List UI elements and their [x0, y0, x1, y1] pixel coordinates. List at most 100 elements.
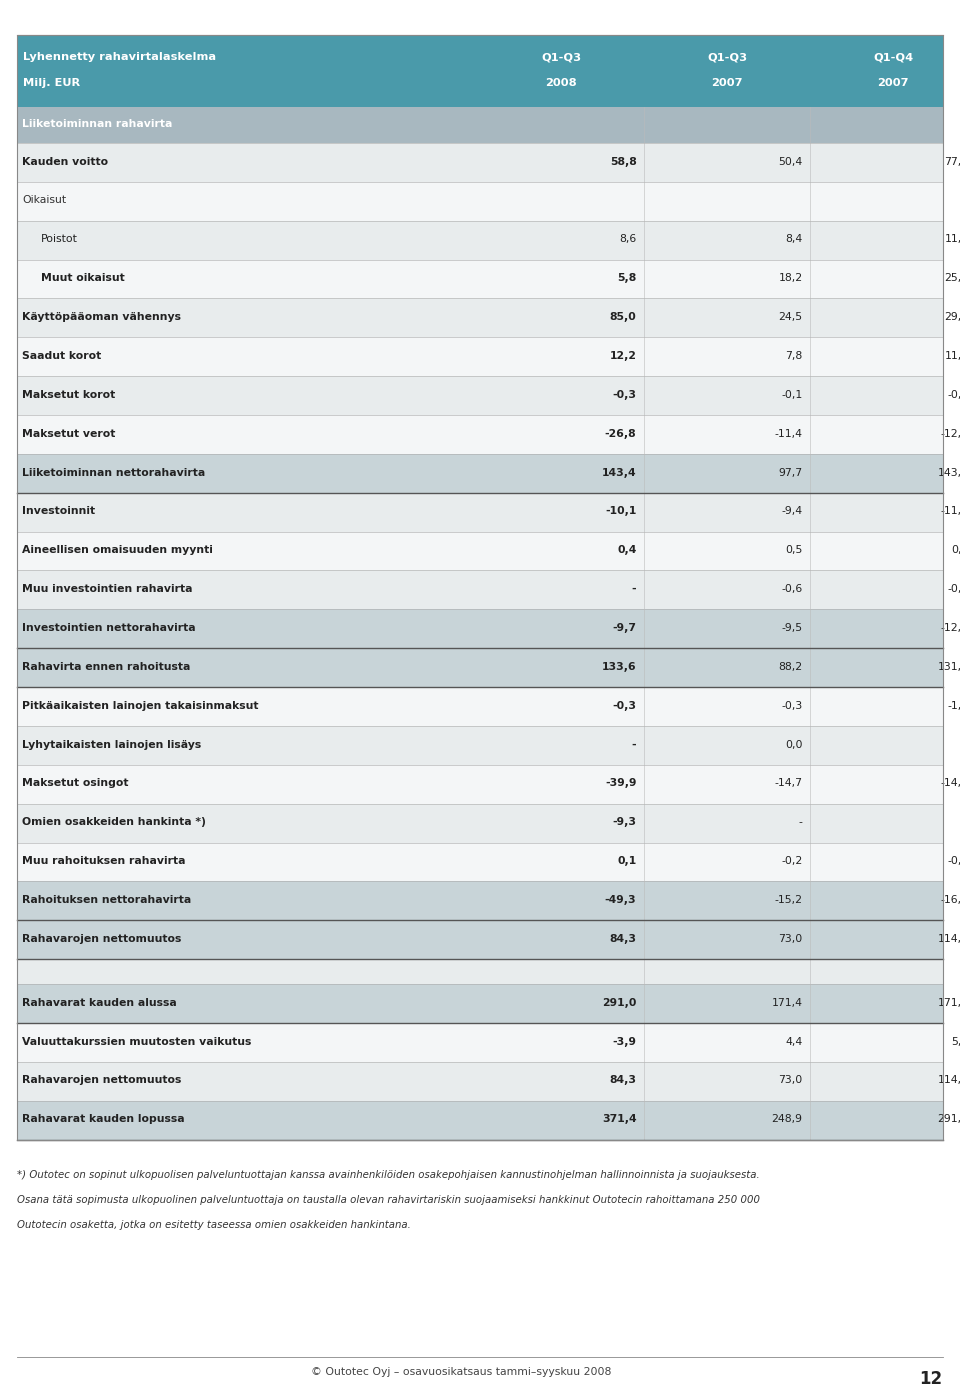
- Text: 131,0: 131,0: [938, 662, 960, 672]
- Bar: [17, 570, 943, 609]
- Text: Rahavarojen nettomuutos: Rahavarojen nettomuutos: [22, 1076, 181, 1085]
- Bar: [17, 959, 943, 984]
- Bar: [17, 843, 943, 881]
- Text: 73,0: 73,0: [779, 1076, 803, 1085]
- Bar: [17, 881, 943, 920]
- Text: -12,6: -12,6: [941, 429, 960, 439]
- Text: Valuuttakurssien muutosten vaikutus: Valuuttakurssien muutosten vaikutus: [22, 1037, 252, 1047]
- Text: -0,3: -0,3: [781, 701, 803, 711]
- Text: -14,7: -14,7: [941, 779, 960, 788]
- Text: 248,9: 248,9: [772, 1115, 803, 1124]
- Text: -26,8: -26,8: [605, 429, 636, 439]
- Text: Saadut korot: Saadut korot: [22, 351, 102, 361]
- Text: 12: 12: [920, 1370, 943, 1388]
- Text: Maksetut korot: Maksetut korot: [22, 390, 115, 400]
- Text: -: -: [632, 584, 636, 594]
- Text: -: -: [799, 818, 803, 827]
- Text: -: -: [632, 740, 636, 750]
- Text: Rahavirta ennen rahoitusta: Rahavirta ennen rahoitusta: [22, 662, 190, 672]
- Text: Poistot: Poistot: [41, 235, 78, 244]
- Text: 2007: 2007: [877, 78, 909, 87]
- Text: Q1-Q3: Q1-Q3: [541, 51, 581, 62]
- Text: 25,8: 25,8: [945, 273, 960, 283]
- Bar: [17, 221, 943, 260]
- Text: -39,9: -39,9: [605, 779, 636, 788]
- Text: -9,3: -9,3: [612, 818, 636, 827]
- Text: Maksetut osingot: Maksetut osingot: [22, 779, 129, 788]
- Text: Liiketoiminnan nettorahavirta: Liiketoiminnan nettorahavirta: [22, 468, 205, 477]
- Text: 2008: 2008: [545, 78, 577, 87]
- Bar: [17, 726, 943, 765]
- Text: Aineellisen omaisuuden myynti: Aineellisen omaisuuden myynti: [22, 545, 213, 555]
- Bar: [17, 493, 943, 532]
- Text: *) Outotec on sopinut ulkopuolisen palveluntuottajan kanssa avainhenkilöiden osa: *) Outotec on sopinut ulkopuolisen palve…: [17, 1170, 760, 1180]
- Text: -9,7: -9,7: [612, 623, 636, 633]
- Text: Muu rahoituksen rahavirta: Muu rahoituksen rahavirta: [22, 856, 185, 866]
- Text: Rahavarat kauden alussa: Rahavarat kauden alussa: [22, 998, 177, 1008]
- Text: 0,2: 0,2: [951, 545, 960, 555]
- Text: Investoinnit: Investoinnit: [22, 507, 95, 516]
- Text: -0,6: -0,6: [781, 584, 803, 594]
- Bar: [17, 143, 943, 182]
- Text: -0,2: -0,2: [948, 390, 960, 400]
- Text: 0,0: 0,0: [785, 740, 803, 750]
- Text: 2007: 2007: [711, 78, 743, 87]
- Bar: [17, 298, 943, 337]
- Text: © Outotec Oyj – osavuosikatsaus tammi–syyskuu 2008: © Outotec Oyj – osavuosikatsaus tammi–sy…: [311, 1367, 611, 1377]
- Text: 85,0: 85,0: [610, 312, 636, 322]
- Bar: [17, 376, 943, 415]
- Bar: [17, 1023, 943, 1062]
- Bar: [17, 35, 943, 1140]
- Text: -11,4: -11,4: [775, 429, 803, 439]
- Text: Maksetut verot: Maksetut verot: [22, 429, 115, 439]
- Text: Omien osakkeiden hankinta *): Omien osakkeiden hankinta *): [22, 818, 206, 827]
- Text: 0,5: 0,5: [785, 545, 803, 555]
- Text: 77,6: 77,6: [945, 157, 960, 167]
- Text: -0,1: -0,1: [781, 390, 803, 400]
- Text: 171,4: 171,4: [938, 998, 960, 1008]
- Text: 371,4: 371,4: [602, 1115, 636, 1124]
- Text: Pitkäaikaisten lainojen takaisinmaksut: Pitkäaikaisten lainojen takaisinmaksut: [22, 701, 258, 711]
- Text: Rahavarojen nettomuutos: Rahavarojen nettomuutos: [22, 934, 181, 944]
- Text: Lyhytaikaisten lainojen lisäys: Lyhytaikaisten lainojen lisäys: [22, 740, 202, 750]
- Bar: [17, 260, 943, 298]
- Text: 171,4: 171,4: [772, 998, 803, 1008]
- Bar: [17, 648, 943, 687]
- Text: -10,1: -10,1: [605, 507, 636, 516]
- Text: 291,0: 291,0: [602, 998, 636, 1008]
- Bar: [17, 415, 943, 454]
- Text: 8,4: 8,4: [785, 235, 803, 244]
- Text: 84,3: 84,3: [610, 1076, 636, 1085]
- Text: -14,7: -14,7: [775, 779, 803, 788]
- Text: 18,2: 18,2: [779, 273, 803, 283]
- Bar: [17, 920, 943, 959]
- Bar: [17, 454, 943, 493]
- Text: Rahoituksen nettorahavirta: Rahoituksen nettorahavirta: [22, 895, 191, 905]
- Text: 29,2: 29,2: [945, 312, 960, 322]
- Text: 97,7: 97,7: [779, 468, 803, 477]
- Text: -9,5: -9,5: [781, 623, 803, 633]
- Bar: [17, 687, 943, 726]
- Text: 24,5: 24,5: [779, 312, 803, 322]
- Text: 73,0: 73,0: [779, 934, 803, 944]
- Text: 58,8: 58,8: [610, 157, 636, 167]
- Text: -1,0: -1,0: [948, 701, 960, 711]
- Text: -0,3: -0,3: [612, 390, 636, 400]
- Text: 84,3: 84,3: [610, 934, 636, 944]
- Text: -9,4: -9,4: [781, 507, 803, 516]
- Text: Lyhennetty rahavirtalaskelma: Lyhennetty rahavirtalaskelma: [23, 51, 216, 62]
- Text: Milj. EUR: Milj. EUR: [23, 78, 81, 87]
- Text: 0,1: 0,1: [617, 856, 636, 866]
- Text: -16,5: -16,5: [941, 895, 960, 905]
- Text: Kauden voitto: Kauden voitto: [22, 157, 108, 167]
- Text: -0,2: -0,2: [781, 856, 803, 866]
- Bar: [17, 107, 943, 143]
- Text: Muu investointien rahavirta: Muu investointien rahavirta: [22, 584, 193, 594]
- Text: 143,0: 143,0: [938, 468, 960, 477]
- Text: 11,3: 11,3: [945, 235, 960, 244]
- Text: -0,8: -0,8: [948, 856, 960, 866]
- Bar: [17, 337, 943, 376]
- Text: Muut oikaisut: Muut oikaisut: [41, 273, 125, 283]
- Text: 7,8: 7,8: [785, 351, 803, 361]
- Text: Investointien nettorahavirta: Investointien nettorahavirta: [22, 623, 196, 633]
